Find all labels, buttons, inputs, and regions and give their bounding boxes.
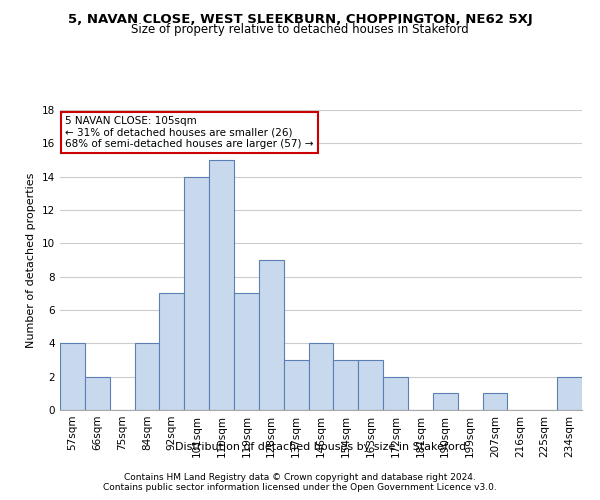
Text: 5 NAVAN CLOSE: 105sqm
← 31% of detached houses are smaller (26)
68% of semi-deta: 5 NAVAN CLOSE: 105sqm ← 31% of detached … <box>65 116 314 149</box>
Bar <box>85 376 110 410</box>
Bar <box>160 294 184 410</box>
Text: Distribution of detached houses by size in Stakeford: Distribution of detached houses by size … <box>175 442 467 452</box>
Text: Contains public sector information licensed under the Open Government Licence v3: Contains public sector information licen… <box>103 484 497 492</box>
Bar <box>308 344 334 410</box>
Bar <box>134 344 160 410</box>
Bar <box>358 360 383 410</box>
Bar <box>334 360 358 410</box>
Bar <box>60 344 85 410</box>
Bar <box>557 376 582 410</box>
Bar <box>482 394 508 410</box>
Text: Size of property relative to detached houses in Stakeford: Size of property relative to detached ho… <box>131 22 469 36</box>
Bar <box>209 160 234 410</box>
Bar <box>433 394 458 410</box>
Y-axis label: Number of detached properties: Number of detached properties <box>26 172 37 348</box>
Text: 5, NAVAN CLOSE, WEST SLEEKBURN, CHOPPINGTON, NE62 5XJ: 5, NAVAN CLOSE, WEST SLEEKBURN, CHOPPING… <box>68 12 532 26</box>
Bar <box>184 176 209 410</box>
Bar <box>234 294 259 410</box>
Bar <box>259 260 284 410</box>
Bar <box>383 376 408 410</box>
Bar <box>284 360 308 410</box>
Text: Contains HM Land Registry data © Crown copyright and database right 2024.: Contains HM Land Registry data © Crown c… <box>124 472 476 482</box>
